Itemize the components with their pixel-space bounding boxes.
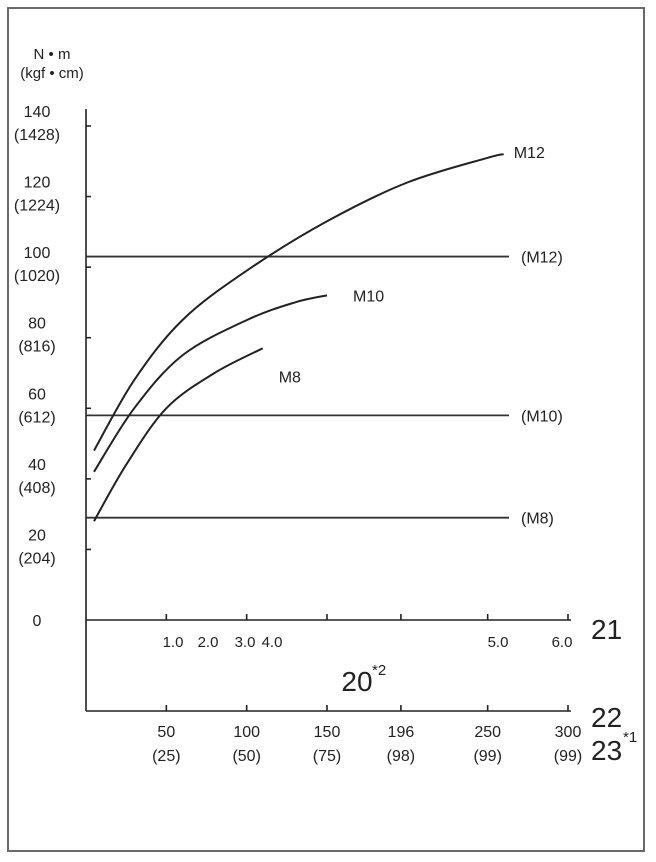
axis-20-label: 20 (341, 666, 372, 697)
y-tick-sublabel: (204) (18, 550, 55, 567)
series-label: M10 (353, 288, 384, 305)
limit-lines: (M12) (M10) (M8) (86, 250, 563, 528)
axis-21-tick-label: 4.0 (262, 634, 283, 651)
series-curve-m10 (93, 294, 328, 473)
axis-22-tick-label: 250 (474, 724, 501, 741)
axis-23-note: *1 (623, 729, 637, 746)
axis-21-tick-label: 2.0 (198, 634, 219, 651)
axis-21-label: 21 (591, 614, 622, 645)
y-tick-sublabel: (1428) (14, 127, 60, 144)
series-curve-m12 (93, 153, 504, 452)
axis-22-tick-label: 50 (157, 724, 175, 741)
axis-23-tick-label: (98) (387, 748, 415, 765)
y-tick-label: 140 (24, 104, 51, 121)
axis-22-label: 22 (591, 702, 622, 733)
y-axis: 0 20 (204) 40 (408) 60 (612) 80 (816) 100 (1020) 12… (14, 104, 91, 711)
series-label: M8 (279, 369, 301, 386)
y-tick-sublabel: (1224) (14, 198, 60, 215)
y-tick-label: 20 (28, 527, 46, 544)
y-tick-sublabel: (816) (18, 339, 55, 356)
y-tick-label: 100 (24, 245, 51, 262)
axis-23-tick-label: (25) (152, 748, 180, 765)
torque-chart: N • m (kgf • cm) 0 20 (204) 40 (408) 60 (612) 8… (14, 46, 637, 766)
y-tick-label: 0 (33, 613, 42, 630)
axis-20-note: *2 (372, 662, 386, 679)
y-unit-line-2: (kgf • cm) (20, 65, 84, 82)
series-label: M12 (514, 145, 545, 162)
series-curve-m8 (93, 347, 264, 522)
axis-22-tick-label: 100 (233, 724, 260, 741)
y-tick-label: 80 (28, 316, 46, 333)
axis-21-tick-label: 6.0 (552, 634, 573, 651)
axis-23-tick-label: (75) (313, 748, 341, 765)
axis-22-tick-label: 150 (314, 724, 341, 741)
axis-23-tick-label: (50) (232, 748, 260, 765)
series-curves: M12 M10 M8 (93, 145, 545, 522)
axis-21: 1.0 2.0 3.0 4.0 5.0 6.0 21 (86, 614, 622, 651)
axis-21-tick-label: 3.0 (235, 634, 256, 651)
y-tick-label: 60 (28, 386, 46, 403)
y-tick-sublabel: (1020) (14, 268, 60, 285)
y-tick-label: 120 (24, 175, 51, 192)
axis-22-tick-label: 196 (388, 724, 415, 741)
axis-23-label: 23 (591, 735, 622, 766)
axis-23-tick-label: (99) (554, 748, 582, 765)
y-tick-sublabel: (408) (18, 480, 55, 497)
axis-23-tick-label: (99) (473, 748, 501, 765)
y-tick-sublabel: (612) (18, 409, 55, 426)
axis-21-tick-label: 1.0 (163, 634, 184, 651)
limit-label: (M12) (521, 250, 563, 267)
y-unit-line-1: N • m (34, 46, 71, 63)
chart-frame: N • m (kgf • cm) 0 20 (204) 40 (408) 60 (612) 8… (7, 7, 645, 852)
y-tick-label: 40 (28, 457, 46, 474)
axis-21-tick-label: 5.0 (488, 634, 509, 651)
axis-22-tick-label: 300 (555, 724, 582, 741)
limit-label: (M8) (521, 511, 554, 528)
limit-label: (M10) (521, 408, 563, 425)
axis-22: 50 100 150 196 250 300 (25) (50) (75) (98) (99) (99… (86, 702, 637, 766)
